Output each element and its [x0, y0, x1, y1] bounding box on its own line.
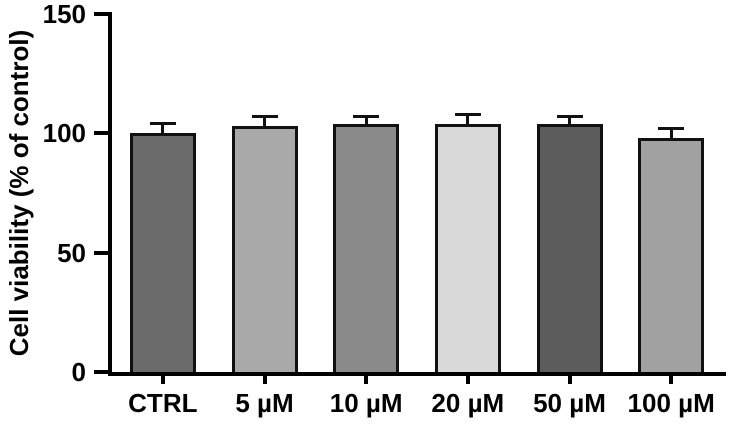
- y-tick-label: 150: [42, 0, 86, 29]
- x-tick-mark: [567, 376, 572, 384]
- x-tick-label: 10 µM: [329, 388, 403, 418]
- y-tick-label: 50: [57, 237, 86, 268]
- error-bar-cap: [454, 112, 481, 116]
- bar: [231, 126, 298, 372]
- error-bar-line: [161, 123, 165, 136]
- error-bar-line: [364, 116, 368, 126]
- x-axis-line: [108, 372, 726, 376]
- bar: [536, 123, 603, 372]
- error-bar-cap: [353, 115, 380, 119]
- error-bar-line: [568, 116, 571, 126]
- y-axis-line: [108, 12, 112, 376]
- error-bar-cap: [251, 115, 278, 119]
- y-tick-mark: [94, 12, 108, 16]
- bar: [434, 123, 501, 372]
- bar: [333, 123, 400, 372]
- x-tick-mark: [669, 376, 674, 384]
- error-bar-cap: [149, 122, 176, 126]
- x-tick-mark: [262, 376, 267, 384]
- y-tick-mark: [94, 370, 108, 374]
- x-tick-label: CTRL: [128, 388, 198, 418]
- error-bar-cap: [556, 115, 583, 119]
- bar: [638, 138, 705, 372]
- x-tick-mark: [364, 376, 369, 384]
- y-tick-mark: [94, 131, 108, 136]
- error-bar-line: [669, 128, 673, 141]
- x-tick-label: 5 µM: [235, 388, 294, 418]
- y-tick-label: 0: [71, 357, 86, 387]
- x-tick-label: 50 µM: [533, 388, 606, 418]
- error-bar-line: [263, 116, 266, 129]
- y-axis-label: Cell viability (% of control): [4, 29, 34, 357]
- error-bar-line: [466, 114, 470, 126]
- bar: [129, 133, 196, 372]
- error-bar-cap: [658, 127, 685, 131]
- y-tick-label: 100: [42, 118, 86, 149]
- y-tick-mark: [94, 250, 108, 255]
- x-tick-mark: [465, 376, 470, 384]
- x-tick-label: 20 µM: [431, 388, 505, 418]
- x-tick-mark: [160, 376, 165, 384]
- x-tick-label: 100 µM: [627, 388, 715, 418]
